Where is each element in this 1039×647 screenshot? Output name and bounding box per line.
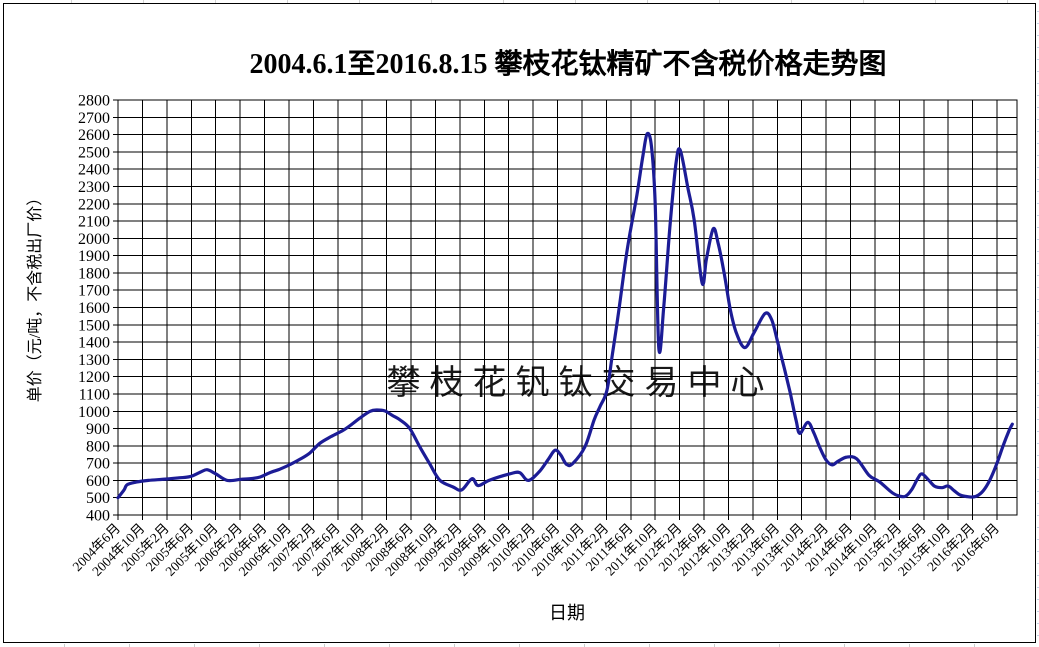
y-tick-label: 1600 (78, 300, 110, 317)
y-tick-label: 1300 (78, 352, 110, 369)
chart-title: 2004.6.1至2016.8.15 攀枝花钛精矿不含税价格走势图 (249, 47, 886, 80)
y-tick-label: 1500 (78, 317, 110, 334)
y-tick-label: 700 (86, 456, 110, 473)
spreadsheet-grid-top (0, 0, 1039, 3)
y-tick-label: 2200 (78, 196, 110, 213)
y-axis-title: 单价（元/吨，不含税出厂价） (26, 190, 44, 402)
chart-frame (3, 3, 1036, 643)
y-tick-label: 2100 (78, 214, 110, 231)
y-tick-label: 2800 (78, 93, 110, 110)
y-tick-label: 2700 (78, 110, 110, 127)
y-tick-label: 1900 (78, 248, 110, 265)
y-tick-label: 1700 (78, 283, 110, 300)
y-tick-label: 1200 (78, 369, 110, 386)
y-tick-label: 800 (86, 438, 110, 455)
series-layer (116, 131, 1014, 500)
y-tick-label: 1400 (78, 335, 110, 352)
y-tick-label: 2000 (78, 231, 110, 248)
price-line (116, 131, 1014, 500)
y-tick-label: 2600 (78, 127, 110, 144)
y-tick-label: 2300 (78, 179, 110, 196)
y-tick-label: 2400 (78, 162, 110, 179)
plot-area-border (117, 99, 1018, 516)
x-axis-title: 日期 (549, 603, 585, 623)
y-tick-label: 1000 (78, 404, 110, 421)
y-tick-label: 500 (86, 490, 110, 507)
watermark-text: 攀枝花钒钛交易中心 (387, 364, 774, 402)
spreadsheet-grid-right (1037, 0, 1039, 647)
y-tick-label: 1100 (79, 386, 110, 403)
spreadsheet-grid-bottom (0, 644, 1039, 647)
y-tick-label: 2500 (78, 144, 110, 161)
y-tick-label: 400 (86, 508, 110, 525)
y-tick-label: 1800 (78, 265, 110, 282)
y-tick-label: 900 (86, 421, 110, 438)
y-tick-label: 600 (86, 473, 110, 490)
